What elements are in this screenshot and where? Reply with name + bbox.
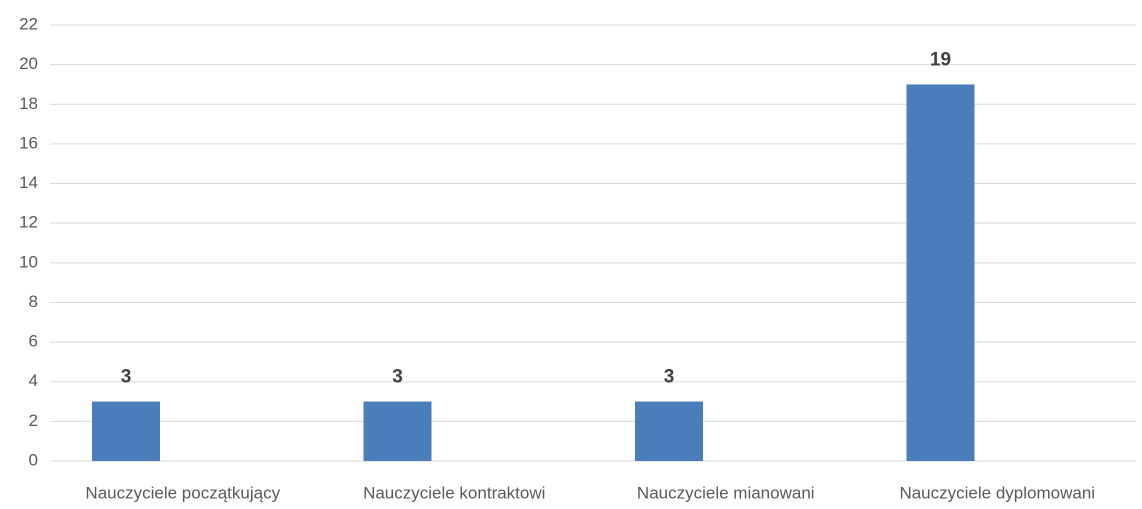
y-tick-label: 6	[29, 332, 38, 351]
y-tick-label: 0	[29, 450, 38, 469]
bar	[92, 401, 160, 461]
y-tick-label: 16	[19, 133, 38, 152]
data-label: 19	[930, 49, 951, 70]
y-tick-label: 18	[19, 94, 38, 113]
bar	[363, 401, 432, 461]
y-tick-label: 20	[19, 54, 38, 73]
x-tick-label: Nauczyciele dyplomowani	[899, 483, 1095, 502]
y-tick-label: 10	[19, 252, 38, 271]
y-tick-label: 4	[29, 371, 38, 390]
y-tick-label: 14	[19, 173, 38, 192]
x-tick-label: Nauczyciele kontraktowi	[363, 483, 545, 502]
x-tick-label: Nauczyciele początkujący	[85, 483, 280, 502]
bar	[906, 84, 975, 462]
y-tick-label: 22	[19, 14, 38, 33]
data-label: 3	[392, 367, 403, 388]
data-label: 3	[121, 367, 132, 388]
bar	[635, 401, 703, 461]
y-tick-label: 12	[19, 213, 38, 232]
y-tick-label: 2	[29, 411, 38, 430]
x-tick-label: Nauczyciele mianowani	[637, 483, 815, 502]
y-tick-label: 8	[29, 292, 38, 311]
data-label: 3	[664, 367, 675, 388]
